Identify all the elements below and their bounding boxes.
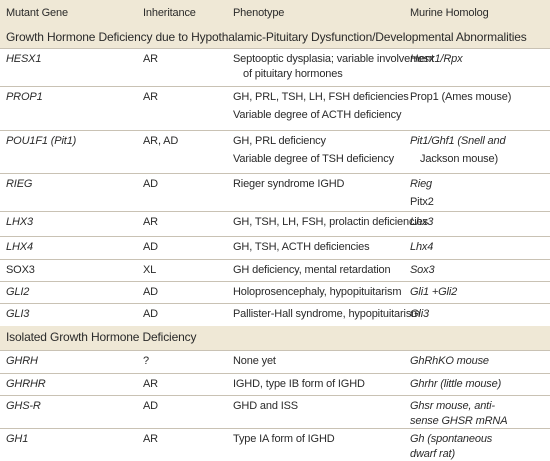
inheritance: AR — [143, 433, 158, 445]
inheritance: AR — [143, 53, 158, 65]
section-band — [0, 326, 550, 350]
column-header: Inheritance — [143, 7, 196, 19]
phenotype: Rieger syndrome IGHD — [233, 178, 345, 190]
homolog: Pitx2 — [410, 196, 434, 208]
phenotype: Variable degree of ACTH deficiency — [233, 109, 402, 121]
separator — [0, 236, 550, 237]
inheritance: AD — [143, 178, 158, 190]
gene: GLI3 — [6, 308, 30, 320]
inheritance: XL — [143, 264, 157, 276]
homolog: sense GHSR mRNA — [410, 415, 508, 427]
inheritance: AR — [143, 378, 158, 390]
gene: RIEG — [6, 178, 33, 190]
header-band — [0, 0, 550, 26]
phenotype: Septooptic dysplasia; variable involveme… — [233, 53, 434, 65]
phenotype: Type IA form of IGHD — [233, 433, 335, 445]
inheritance: AD — [143, 400, 158, 412]
homolog: Jackson mouse) — [420, 153, 498, 165]
separator — [0, 395, 550, 396]
gene: GH1 — [6, 433, 29, 445]
gene: GLI2 — [6, 286, 30, 298]
gene: LHX4 — [6, 241, 33, 253]
separator — [0, 173, 550, 174]
section-title: Growth Hormone Deficiency due to Hypotha… — [6, 30, 527, 44]
separator — [0, 281, 550, 282]
section-title: Isolated Growth Hormone Deficiency — [6, 330, 197, 344]
separator — [0, 428, 550, 429]
phenotype: GH, PRL deficiency — [233, 135, 326, 147]
phenotype: Holoprosencephaly, hypopituitarism — [233, 286, 402, 298]
inheritance: AR — [143, 216, 158, 228]
homolog: Lhx4 — [410, 241, 434, 253]
phenotype: GH, TSH, LH, FSH, prolactin deficiencies — [233, 216, 428, 228]
separator — [0, 303, 550, 304]
phenotype: None yet — [233, 355, 276, 367]
homolog: Gli3 — [410, 308, 429, 320]
gene: HESX1 — [6, 53, 42, 65]
column-header: Murine Homolog — [410, 7, 489, 19]
homolog: Hesx1/Rpx — [410, 53, 463, 65]
separator — [0, 350, 550, 351]
inheritance: AR — [143, 91, 158, 103]
phenotype: GH deficiency, mental retardation — [233, 264, 391, 276]
homolog: Ghsr mouse, anti- — [410, 400, 495, 412]
gene: LHX3 — [6, 216, 33, 228]
separator — [0, 48, 550, 49]
inheritance: AR, AD — [143, 135, 179, 147]
separator — [0, 373, 550, 374]
inheritance: AD — [143, 308, 158, 320]
inheritance: ? — [143, 355, 149, 367]
column-header: Mutant Gene — [6, 7, 68, 19]
homolog: Prop1 (Ames mouse) — [410, 91, 512, 103]
homolog: GhRhKO mouse — [410, 355, 489, 367]
separator — [0, 259, 550, 260]
phenotype: IGHD, type IB form of IGHD — [233, 378, 365, 390]
phenotype: Variable degree of TSH deficiency — [233, 153, 394, 165]
homolog: Rieg — [410, 178, 433, 190]
inheritance: AD — [143, 241, 158, 253]
separator — [0, 86, 550, 87]
gene: GHS-R — [6, 400, 41, 412]
phenotype: of pituitary hormones — [243, 68, 343, 80]
phenotype: GHD and ISS — [233, 400, 298, 412]
gene: POU1F1 (Pit1) — [6, 135, 77, 147]
phenotype: GH, PRL, TSH, LH, FSH deficiencies — [233, 91, 409, 103]
separator — [0, 130, 550, 131]
phenotype: Pallister-Hall syndrome, hypopituitarism — [233, 308, 421, 320]
phenotype: GH, TSH, ACTH deficiencies — [233, 241, 370, 253]
separator — [0, 211, 550, 212]
homolog: Gli1 +Gli2 — [410, 286, 458, 298]
gene: SOX3 — [6, 264, 35, 276]
column-header: Phenotype — [233, 7, 285, 19]
homolog: Sox3 — [410, 264, 435, 276]
inheritance: AD — [143, 286, 158, 298]
gene: PROP1 — [6, 91, 43, 103]
homolog: Gh (spontaneous — [410, 433, 493, 445]
homolog: dwarf rat) — [410, 448, 455, 460]
gene: GHRHR — [6, 378, 46, 390]
homolog: Pit1/Ghf1 (Snell and — [410, 135, 506, 147]
gene: GHRH — [6, 355, 38, 367]
section-band — [0, 26, 550, 48]
homolog: Ghrhr (little mouse) — [410, 378, 502, 390]
homolog: Lhx3 — [410, 216, 434, 228]
